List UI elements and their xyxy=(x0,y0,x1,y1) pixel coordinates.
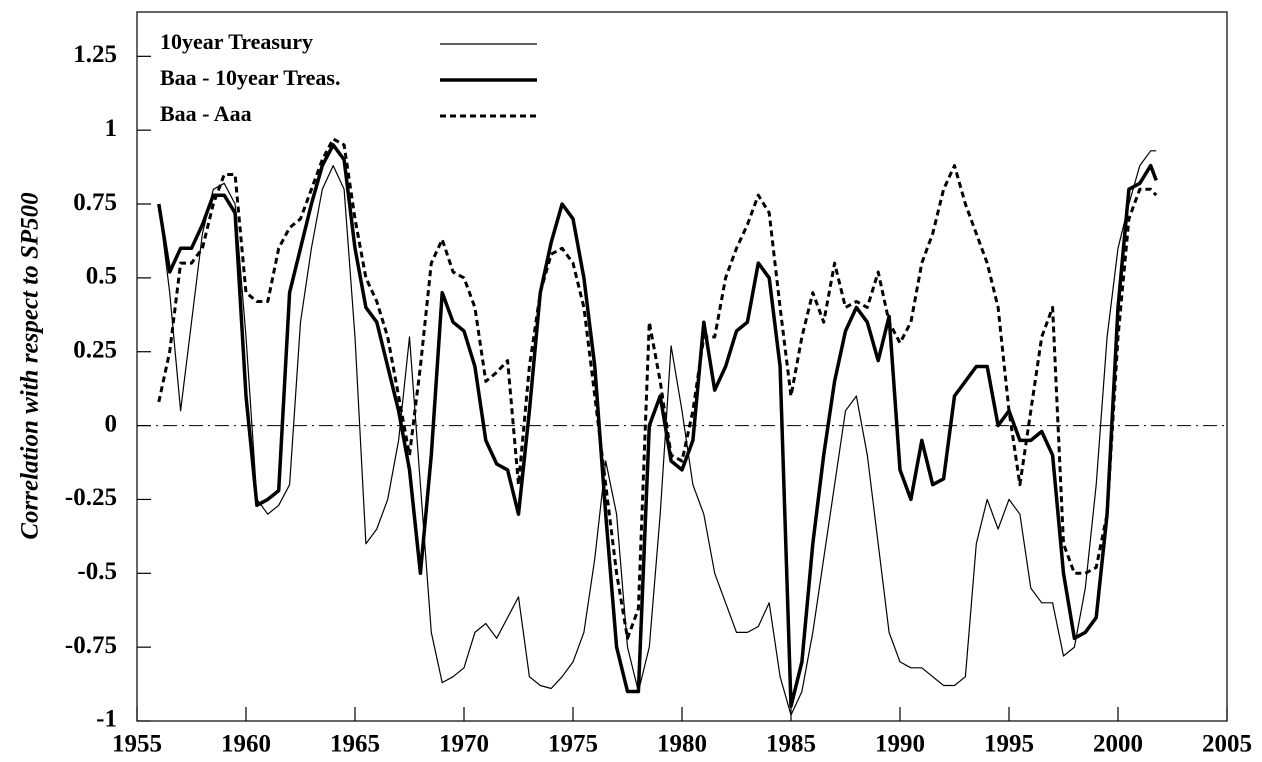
y-axis-label: Correlation with respect to SP500 xyxy=(17,192,44,540)
y-tick-label: 0.75 xyxy=(73,189,117,216)
x-tick-label: 1965 xyxy=(330,731,380,758)
y-tick-label: -1 xyxy=(96,706,117,733)
x-tick-label: 1955 xyxy=(112,731,162,758)
x-tick-label: 1970 xyxy=(439,731,489,758)
y-tick-label: 1.25 xyxy=(73,41,117,68)
y-tick-label: -0.5 xyxy=(77,558,117,585)
x-tick-label: 2005 xyxy=(1202,731,1252,758)
y-tick-label: 0 xyxy=(105,410,118,437)
series-line xyxy=(157,137,1158,640)
x-tick-label: 1980 xyxy=(657,731,707,758)
x-tick-label: 1960 xyxy=(221,731,271,758)
y-tick-label: 0.25 xyxy=(73,336,117,363)
y-tick-label: -0.75 xyxy=(65,632,117,659)
legend-label: Baa - 10year Treas. xyxy=(160,65,340,90)
x-tick-label: 1995 xyxy=(984,731,1034,758)
y-tick-label: -0.25 xyxy=(65,484,117,511)
legend-label: 10year Treasury xyxy=(160,29,313,54)
x-tick-label: 1985 xyxy=(766,731,816,758)
series-line xyxy=(157,143,1158,708)
y-tick-label: 1 xyxy=(105,115,118,142)
x-tick-label: 2000 xyxy=(1093,731,1143,758)
x-tick-label: 1975 xyxy=(548,731,598,758)
legend-label: Baa - Aaa xyxy=(160,101,252,126)
plot-frame xyxy=(136,11,1228,722)
x-tick-label: 1990 xyxy=(875,731,925,758)
series-line xyxy=(158,150,1157,716)
y-tick-label: 0.5 xyxy=(86,263,117,290)
